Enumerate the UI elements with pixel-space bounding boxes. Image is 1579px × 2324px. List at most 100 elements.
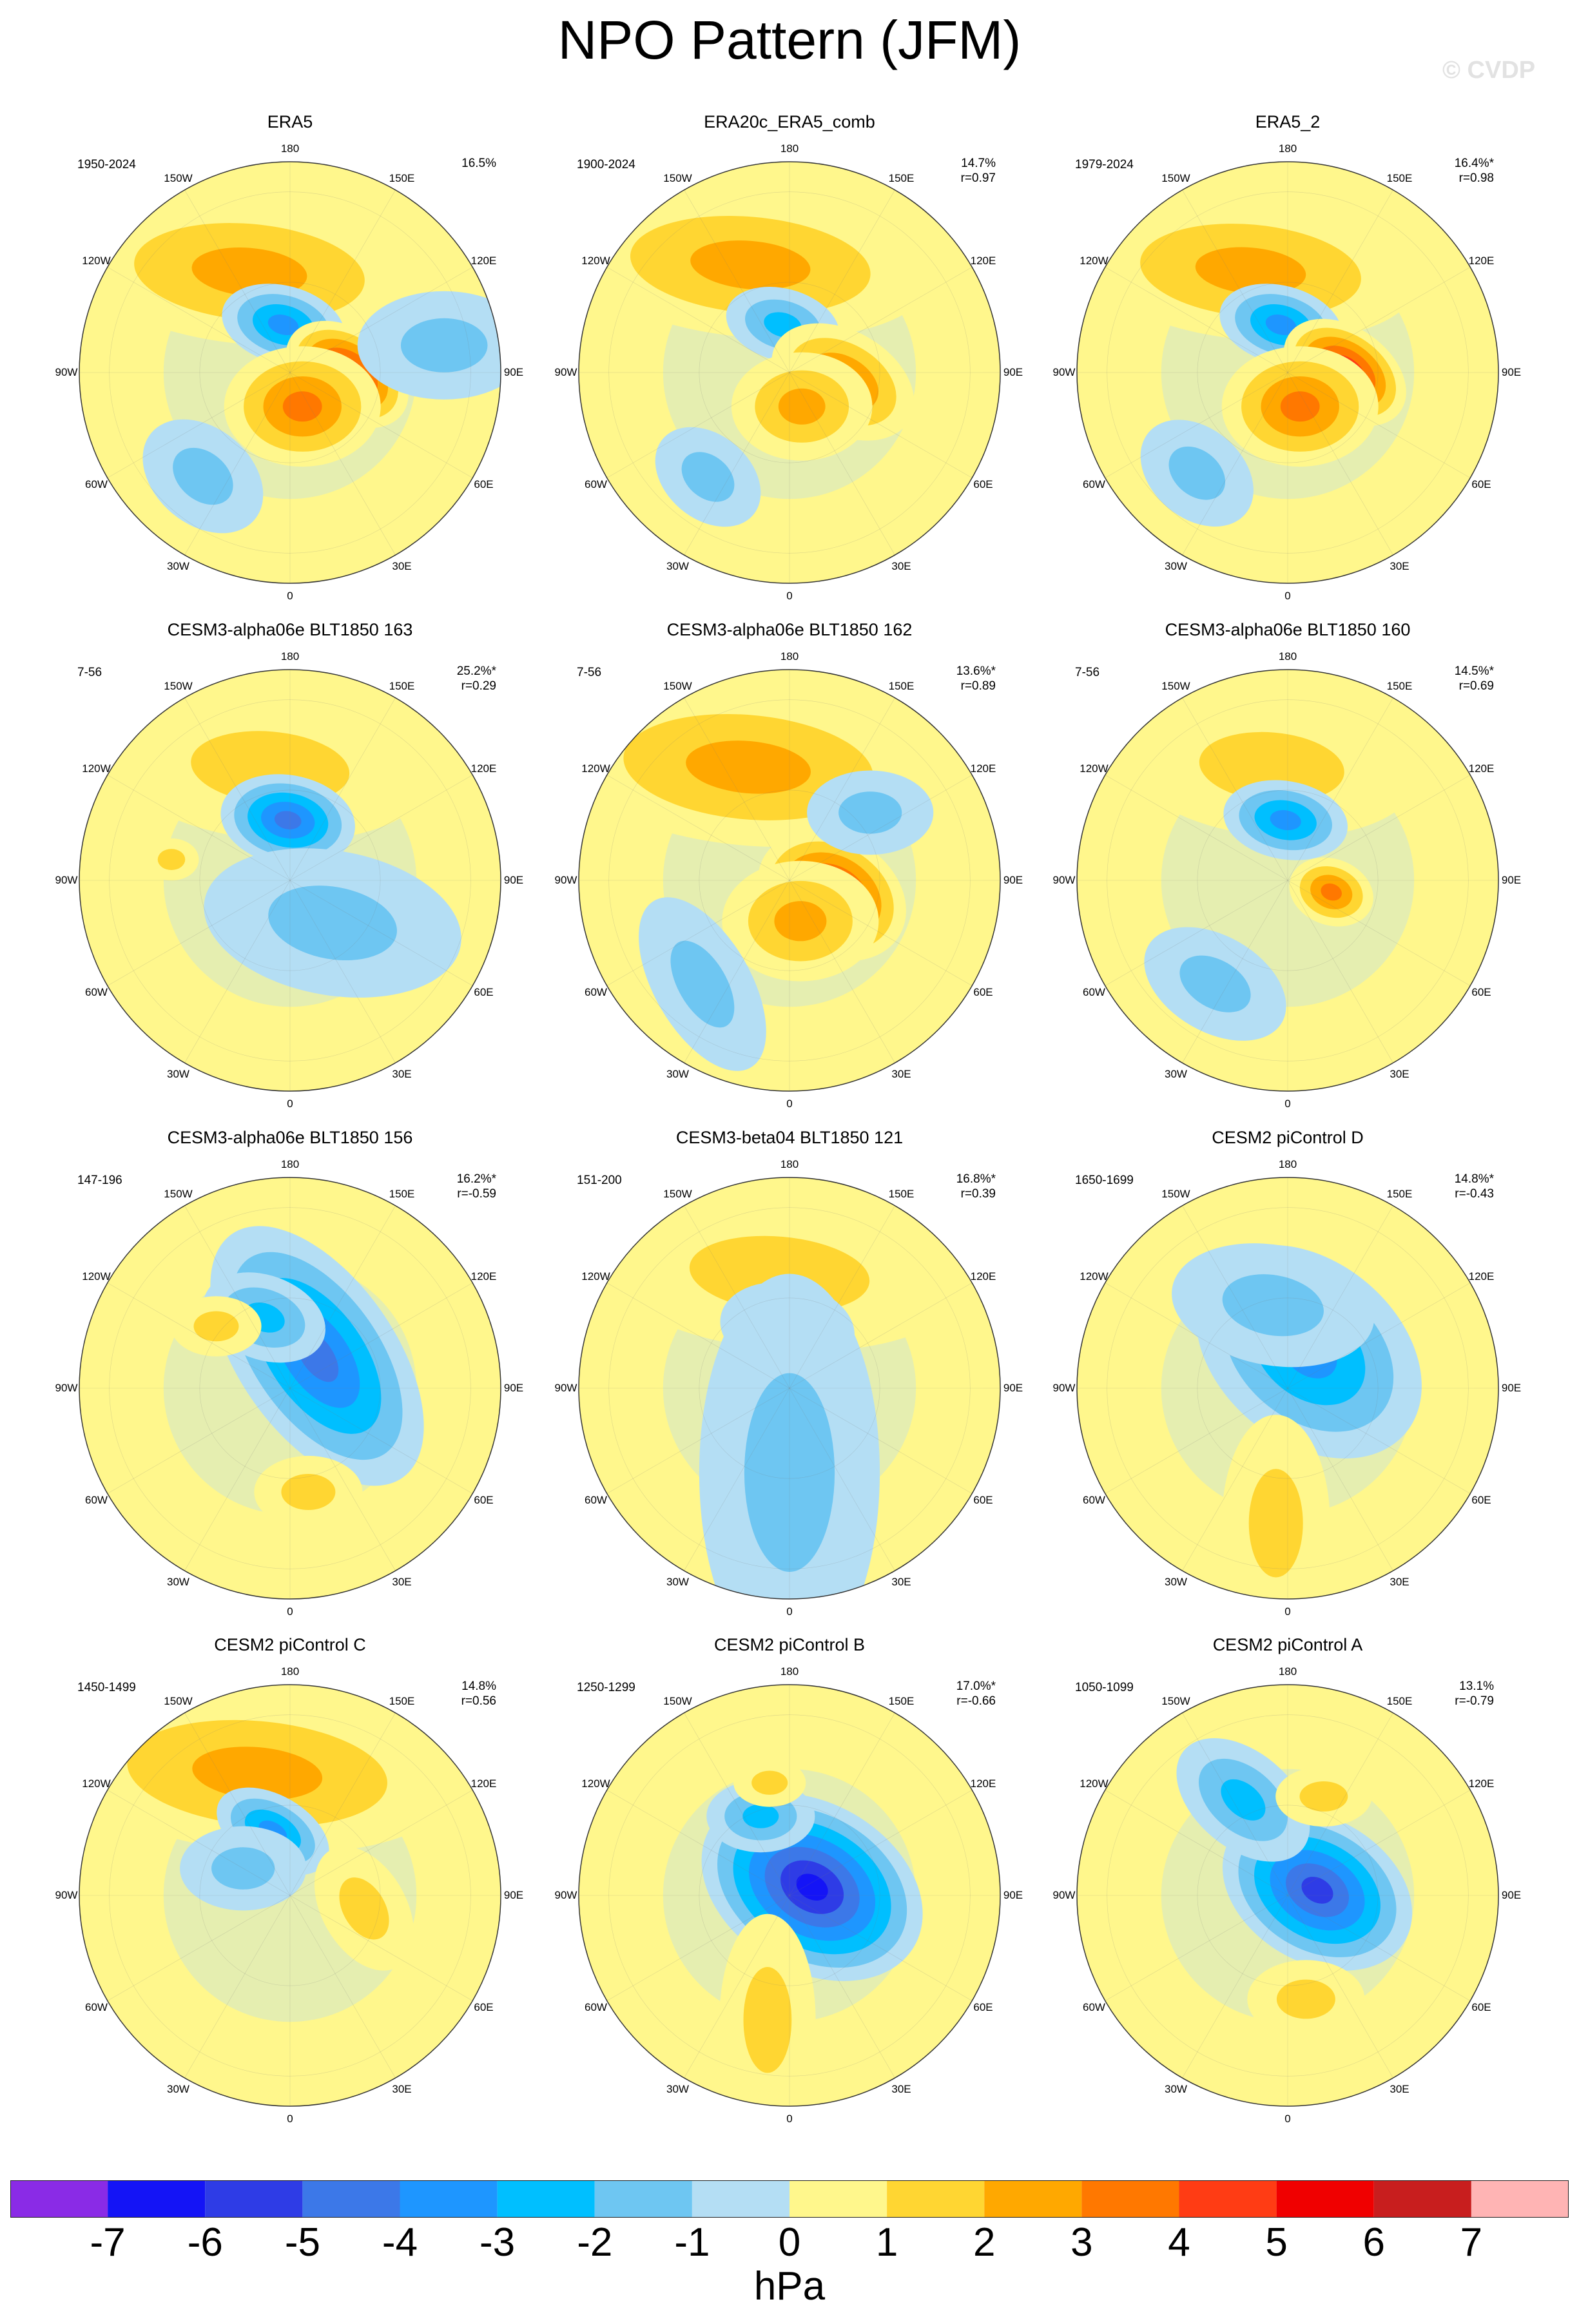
- negative-anomaly: [220, 774, 355, 867]
- longitude-label: 120W: [581, 1777, 610, 1790]
- latitude-circle: [109, 1207, 471, 1569]
- longitude-label: 120W: [1080, 1270, 1109, 1283]
- meridian-line: [684, 1712, 895, 2078]
- longitude-label: 60W: [585, 478, 607, 490]
- panel-variance: 16.2%*: [456, 1172, 496, 1186]
- anomaly-contour: [743, 1967, 792, 2073]
- panel-variance: 14.8%: [461, 1680, 496, 1693]
- longitude-label: 120W: [581, 762, 610, 775]
- anomaly-contour: [1168, 446, 1226, 500]
- longitude-label: 0: [786, 1098, 793, 1110]
- longitude-label: 180: [280, 650, 300, 663]
- panel-years: 1650-1699: [1075, 1174, 1134, 1187]
- longitude-label: 90E: [1003, 1382, 1023, 1394]
- longitude-label: 30W: [666, 1067, 689, 1080]
- meridian-line: [606, 1790, 973, 2001]
- positive-anomaly: [171, 1296, 262, 1357]
- negative-anomaly: [807, 770, 934, 855]
- longitude-label: 150W: [663, 1695, 692, 1708]
- latitude-circle: [109, 1714, 471, 2077]
- longitude-label: 120W: [82, 762, 111, 775]
- anomaly-contour: [1276, 1979, 1335, 2019]
- longitude-label: 180: [1278, 1158, 1297, 1170]
- anomaly-contour: [1199, 731, 1344, 802]
- anomaly-contour: [690, 240, 811, 290]
- longitude-label: 60E: [973, 2000, 993, 2013]
- panel-years: 7-56: [1075, 666, 1100, 679]
- longitude-label: 180: [280, 142, 300, 155]
- panel-variance: 25.2%*: [456, 664, 496, 678]
- longitude-label: 90E: [1003, 874, 1023, 886]
- meridian-line: [1182, 1712, 1393, 2078]
- map-border: [79, 1177, 501, 1600]
- longitude-label: 60E: [474, 478, 494, 490]
- longitude-label: 90W: [554, 366, 577, 378]
- anomaly-contour: [1179, 955, 1251, 1012]
- longitude-label: 0: [287, 1605, 293, 1618]
- colorbar-segment: [984, 2181, 1082, 2217]
- polar-map: [578, 669, 1001, 1092]
- panel-years: 1979-2024: [1075, 158, 1134, 171]
- panel-title: CESM3-alpha06e BLT1850 163: [167, 620, 413, 639]
- latitude-circle: [109, 191, 471, 554]
- panel-variance: 16.4%*: [1454, 157, 1494, 170]
- latitude-circle: [699, 282, 880, 463]
- colorbar-segment: [692, 2181, 790, 2217]
- latitude-circle: [109, 699, 471, 1061]
- longitude-label: 60W: [85, 985, 108, 998]
- anomaly-contour: [1280, 391, 1320, 422]
- longitude-label: 90W: [1052, 874, 1076, 886]
- longitude-label: 150E: [1386, 1188, 1413, 1201]
- longitude-label: 180: [280, 1665, 300, 1678]
- negative-anomaly: [1140, 420, 1254, 527]
- meridian-line: [606, 775, 973, 986]
- colorbar: [10, 2180, 1569, 2218]
- longitude-label: 30W: [167, 1067, 189, 1080]
- longitude-label: 150W: [1161, 680, 1190, 693]
- meridian-line: [107, 1283, 473, 1494]
- longitude-label: 150W: [663, 172, 692, 185]
- colorbar-tick-label: -1: [674, 2220, 710, 2265]
- negative-anomaly: [1172, 1243, 1375, 1368]
- panel-correlation: r=0.56: [461, 1694, 496, 1708]
- meridian-line: [1182, 1205, 1393, 1571]
- longitude-label: 30W: [1165, 559, 1187, 572]
- longitude-label: 30E: [1390, 559, 1409, 572]
- longitude-label: 90W: [55, 366, 78, 378]
- meridian-line: [606, 1283, 973, 1494]
- negative-anomaly: [180, 1826, 307, 1911]
- longitude-label: 30E: [1390, 1067, 1409, 1080]
- anomaly-contour: [1248, 1469, 1303, 1578]
- meridian-line: [184, 1712, 396, 2078]
- longitude-label: 90W: [554, 1382, 577, 1394]
- longitude-label: 150E: [389, 680, 415, 693]
- colorbar-frame: [10, 2180, 1569, 2218]
- anomaly-contour: [1221, 1779, 1266, 1821]
- anomaly-contour: [1270, 810, 1301, 831]
- polar-map: [1076, 669, 1499, 1092]
- positive-anomaly: [1275, 1766, 1372, 1827]
- longitude-label: 30W: [1165, 1575, 1187, 1588]
- panel-stats: 16.8%* r=0.39: [886, 1172, 996, 1201]
- latitude-circle: [699, 789, 880, 971]
- polar-map: [79, 1684, 501, 2107]
- longitude-label: 30W: [666, 2082, 689, 2095]
- anomaly-contour: [1299, 1781, 1348, 1812]
- longitude-label: 90W: [55, 874, 78, 886]
- panel-variance: 16.8%*: [956, 1172, 996, 1186]
- panel-title: CESM2 piControl B: [713, 1635, 866, 1654]
- meridian-line: [184, 697, 396, 1063]
- longitude-label: 30E: [891, 2082, 911, 2095]
- panel-stats: 14.8% r=0.56: [387, 1679, 496, 1709]
- longitude-label: 120E: [1468, 1777, 1495, 1790]
- panel-correlation: r=-0.66: [956, 1694, 996, 1708]
- longitude-label: 150E: [1386, 1695, 1413, 1708]
- anomaly-contour: [796, 1874, 828, 1901]
- anomaly-contour: [742, 1804, 779, 1828]
- panel-stats: 17.0%* r=-0.66: [886, 1679, 996, 1709]
- longitude-label: 90W: [1052, 1889, 1076, 1901]
- colorbar-segment: [1179, 2181, 1277, 2217]
- positive-anomaly: [1085, 200, 1417, 342]
- panel-variance: 16.5%: [461, 157, 496, 170]
- meridian-line: [1105, 775, 1471, 986]
